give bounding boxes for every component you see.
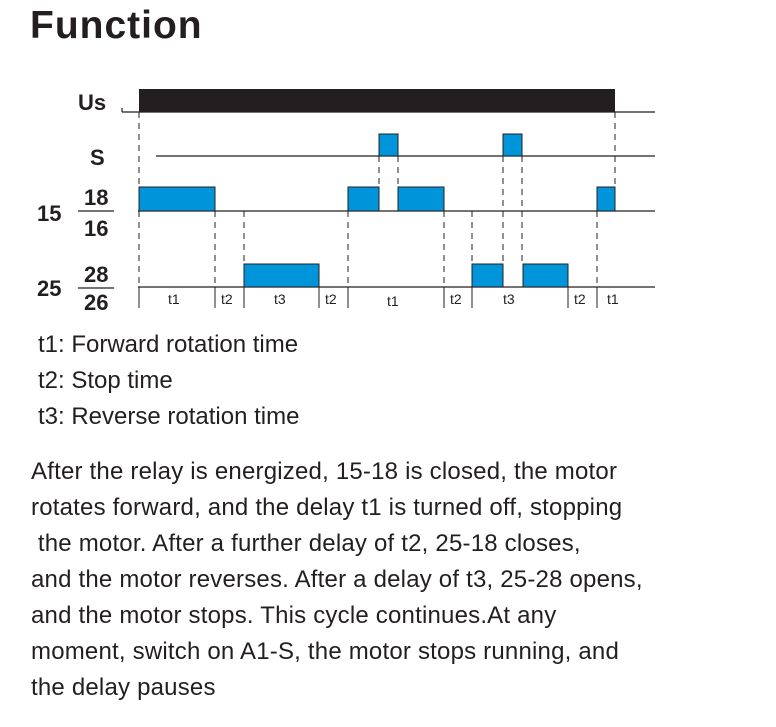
description-line: and the motor reverses. After a delay of… xyxy=(31,562,761,598)
contact-28-pulse xyxy=(244,264,319,287)
legend-t2: t2: Stop time xyxy=(38,367,173,395)
contact-18-pulse xyxy=(597,187,615,211)
description-line: moment, switch on A1-S, the motor stops … xyxy=(31,634,761,670)
contact-28-pulse xyxy=(472,264,503,287)
segment-label: t1 xyxy=(168,291,180,307)
description: After the relay is energized, 15-18 is c… xyxy=(31,454,761,706)
s-pulse xyxy=(503,134,522,156)
contact-18-pulse xyxy=(398,187,444,211)
label-28: 28 xyxy=(84,262,108,287)
s-pulse xyxy=(379,134,398,156)
label-16: 16 xyxy=(84,216,108,241)
segment-label: t2 xyxy=(574,291,586,307)
label-18: 18 xyxy=(84,185,108,210)
description-line: After the relay is energized, 15-18 is c… xyxy=(31,454,761,490)
timing-diagram: Us S 18 16 15 28 26 25 xyxy=(0,0,776,330)
label-us: Us xyxy=(78,90,106,115)
segment-label: t2 xyxy=(325,291,337,307)
description-line: the delay pauses xyxy=(31,670,761,706)
segment-label: t3 xyxy=(503,291,515,307)
segment-label: t2 xyxy=(450,291,462,307)
legend-t3: t3: Reverse rotation time xyxy=(38,403,299,431)
label-25: 25 xyxy=(37,276,61,301)
label-15: 15 xyxy=(37,201,61,226)
description-line: rotates forward, and the delay t1 is tur… xyxy=(31,490,761,526)
segment-label: t1 xyxy=(387,293,399,309)
s-pulses xyxy=(379,134,522,156)
contact-28-pulse xyxy=(523,264,568,287)
contact-18-pulse xyxy=(348,187,379,211)
segment-label: t2 xyxy=(221,291,233,307)
segment-label: t3 xyxy=(274,291,286,307)
segment-label: t1 xyxy=(607,291,619,307)
label-s: S xyxy=(90,145,105,170)
legend-t1: t1: Forward rotation time xyxy=(38,331,298,359)
description-line: the motor. After a further delay of t2, … xyxy=(31,526,761,562)
contact-18-pulses xyxy=(139,187,615,211)
contact-28-pulses xyxy=(244,264,568,287)
description-line: and the motor stops. This cycle continue… xyxy=(31,598,761,634)
contact-18-pulse xyxy=(139,187,215,211)
label-26: 26 xyxy=(84,290,108,315)
segment-ticks xyxy=(139,287,597,308)
supply-bar xyxy=(139,89,615,112)
